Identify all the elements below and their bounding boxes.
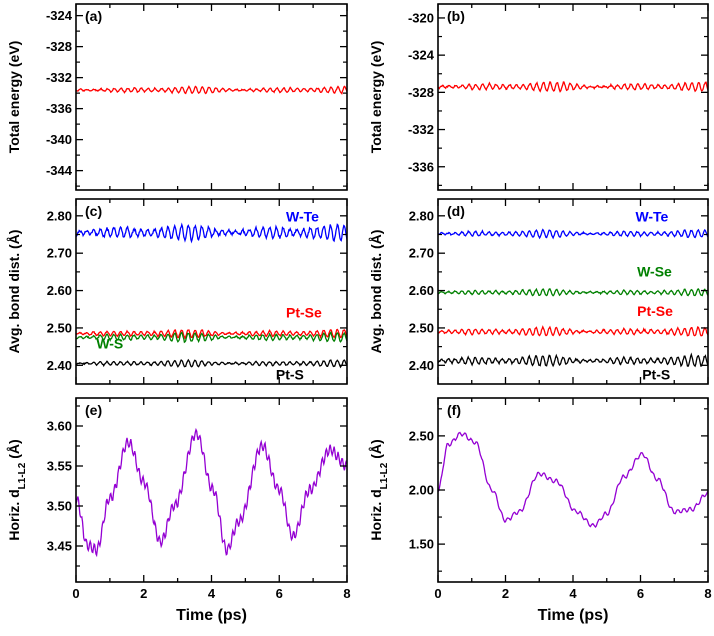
series-line-total-energy — [76, 85, 347, 95]
y-axis-label-unit: (Å) — [6, 439, 22, 462]
x-tick-label: 4 — [569, 586, 577, 601]
y-tick-label: 3.50 — [47, 499, 72, 514]
y-tick-label: -336 — [46, 101, 72, 116]
y-tick-label: -328 — [408, 85, 434, 100]
y-axis-label: Avg. bond dist. (Å) — [368, 230, 384, 354]
x-tick-label: 6 — [637, 586, 644, 601]
series-line-pt-se — [438, 325, 708, 337]
panel-label: (e) — [85, 402, 102, 418]
y-tick-label: -332 — [408, 122, 434, 137]
series-line-w-se — [438, 287, 708, 297]
x-tick-label: 0 — [72, 586, 79, 601]
x-axis-label: Time (ps) — [176, 607, 247, 624]
y-tick-label: -336 — [408, 159, 434, 174]
panel-label: (b) — [447, 8, 465, 24]
series-label-pt-s: Pt-S — [276, 367, 304, 383]
panel-f: 0 2 4 6 8 1.50 2.00 2.50 (f) Horiz. dL1-L2 (Å) Tim… — [368, 397, 712, 624]
y-axis-label: Total energy (eV) — [368, 41, 384, 154]
y-tick-label: 1.50 — [409, 537, 434, 552]
y-tick-label: 2.50 — [409, 320, 434, 335]
y-tick-label: 2.40 — [47, 358, 72, 373]
series-line-w-s — [76, 331, 347, 344]
y-tick-label: 3.60 — [47, 419, 72, 434]
y-axis-label-sub: L1-L2 — [379, 462, 390, 489]
y-axis-label: Horiz. dL1-L2 (Å) — [6, 439, 28, 540]
y-tick-label: 2.70 — [409, 246, 434, 261]
y-tick-label: -324 — [46, 8, 73, 23]
plot-frame — [437, 397, 709, 583]
y-axis-label: Horiz. dL1-L2 (Å) — [368, 439, 390, 540]
y-axis-label-main: Horiz. d — [6, 489, 22, 540]
series-label-w-s: W-S — [96, 335, 123, 351]
y-axis-label-main: Horiz. d — [368, 489, 384, 540]
x-tick-label: 6 — [276, 586, 283, 601]
series-label-w-te: W-Te — [635, 208, 668, 224]
series-line-pt-s — [438, 352, 708, 368]
series-label-w-se: W-Se — [637, 263, 672, 279]
panel-b: -336 -332 -328 -324 -320 (b) Total energy (eV) — [368, 3, 709, 191]
y-tick-label: -320 — [408, 10, 434, 25]
panel-a: -344 -340 -336 -332 -328 -324 (a) Total energy … — [6, 3, 348, 191]
y-tick-label: 2.80 — [47, 208, 72, 223]
y-tick-label: 2.50 — [409, 428, 434, 443]
x-tick-label: 2 — [502, 586, 509, 601]
series-line-dl1-l2 — [76, 427, 347, 558]
x-axis-label: Time (ps) — [538, 607, 609, 624]
series-line-w-te — [76, 222, 347, 244]
series-label-w-te: W-Te — [286, 208, 319, 224]
panel-label: (f) — [447, 402, 461, 418]
y-tick-label: 2.50 — [47, 320, 72, 335]
y-tick-label: 2.60 — [47, 283, 72, 298]
y-axis-label: Total energy (eV) — [6, 41, 22, 154]
panel-e: 0 2 4 6 8 3.45 3.50 3.55 3.60 (e) Horiz. dL1-L2 (Å… — [6, 397, 351, 624]
panel-d: 2.40 2.50 2.60 2.70 2.80 (d) W-Te W-Se Pt-Se Pt-S… — [368, 198, 709, 385]
panel-c: 2.40 2.50 2.60 2.70 2.80 (c) W-Te Pt-Se W-S Pt-S A… — [6, 198, 348, 385]
y-axis-label-unit: (Å) — [368, 439, 384, 462]
y-tick-label: 2.80 — [409, 208, 434, 223]
series-line-pt-se — [76, 328, 347, 340]
series-line-pt-s — [76, 358, 347, 369]
x-tick-label: 4 — [208, 586, 216, 601]
y-tick-label: 2.00 — [409, 483, 434, 498]
y-tick-label: 2.40 — [409, 358, 434, 373]
series-label-pt-s: Pt-S — [642, 367, 670, 383]
series-label-pt-se: Pt-Se — [637, 303, 673, 319]
y-axis-label: Avg. bond dist. (Å) — [6, 230, 22, 354]
panel-label: (a) — [85, 8, 102, 24]
series-line-w-te — [438, 228, 708, 240]
panel-label: (c) — [85, 203, 102, 219]
series-label-pt-se: Pt-Se — [286, 304, 322, 320]
y-tick-label: -344 — [46, 163, 73, 178]
series-line-total-energy — [438, 81, 708, 93]
plot-frame — [75, 3, 348, 191]
y-tick-label: 3.55 — [47, 459, 72, 474]
x-tick-label: 2 — [140, 586, 147, 601]
x-tick-label: 8 — [343, 586, 350, 601]
x-tick-label: 0 — [434, 586, 441, 601]
x-tick-label: 8 — [704, 586, 711, 601]
y-tick-label: 3.45 — [47, 539, 72, 554]
y-tick-label: -328 — [46, 39, 72, 54]
y-tick-label: 2.70 — [47, 246, 72, 261]
plot-frame — [437, 3, 709, 191]
y-axis-label-sub: L1-L2 — [17, 462, 28, 489]
y-tick-label: -340 — [46, 132, 72, 147]
series-line-dl1-l2 — [438, 431, 708, 528]
y-tick-label: -332 — [46, 70, 72, 85]
plot-frame — [437, 198, 709, 385]
plot-frame — [75, 198, 348, 385]
panel-label: (d) — [447, 203, 465, 219]
y-tick-label: -324 — [408, 48, 435, 63]
y-tick-label: 2.60 — [409, 283, 434, 298]
